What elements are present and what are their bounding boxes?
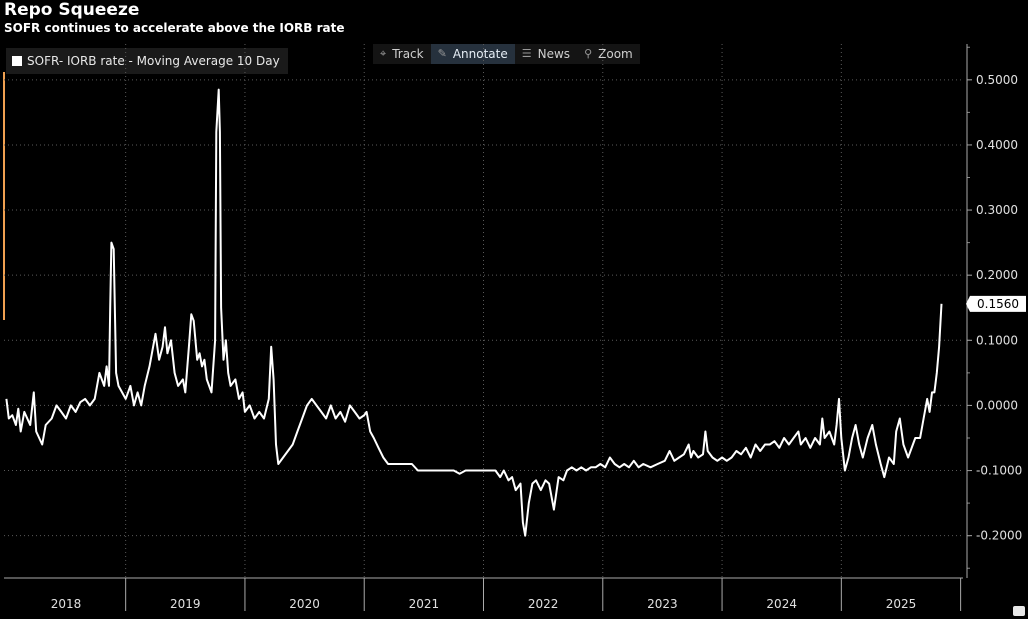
x-tick-label: 2024 [766, 597, 797, 611]
news-button[interactable]: ☰ News [515, 44, 577, 64]
y-tick-label: -0.1000 [976, 464, 1022, 478]
magnifier-icon: ⚲ [584, 47, 593, 60]
x-tick-label: 2018 [51, 597, 82, 611]
chart-title: Repo Squeeze [4, 0, 140, 20]
x-tick-label: 2019 [170, 597, 201, 611]
last-value-label: 0.1560 [977, 297, 1019, 311]
x-tick-label: 2023 [647, 597, 678, 611]
x-tick-label: 2025 [886, 597, 917, 611]
left-marker-bar [3, 72, 5, 320]
last-value-box [966, 295, 1026, 312]
chart-toolbar: ⌖ Track ✎ Annotate ☰ News ⚲ Zoom [373, 44, 640, 64]
x-tick-label: 2022 [528, 597, 559, 611]
y-tick-label: 0.0000 [976, 398, 1018, 412]
chart-subtitle: SOFR continues to accelerate above the I… [4, 21, 345, 35]
y-tick-label: -0.2000 [976, 529, 1022, 543]
zoom-button[interactable]: ⚲ Zoom [577, 44, 640, 64]
series-line [5, 88, 943, 537]
y-tick-label: 0.4000 [976, 138, 1018, 152]
y-tick-label: 0.2000 [976, 268, 1018, 282]
crosshair-icon: ⌖ [380, 47, 387, 60]
x-tick-label: 2020 [289, 597, 320, 611]
legend-label: SOFR- IORB rate - Moving Average 10 Day [27, 54, 280, 68]
news-icon: ☰ [521, 47, 532, 60]
pencil-icon: ✎ [437, 47, 447, 60]
brand-logo-fragment [1013, 606, 1025, 616]
track-button[interactable]: ⌖ Track [373, 44, 431, 64]
legend[interactable]: SOFR- IORB rate - Moving Average 10 Day [6, 48, 288, 74]
y-tick-label: 0.5000 [976, 73, 1018, 87]
y-tick-label: 0.1000 [976, 333, 1018, 347]
legend-swatch [12, 56, 22, 66]
y-tick-label: 0.3000 [976, 203, 1018, 217]
x-tick-label: 2021 [409, 597, 440, 611]
annotate-button[interactable]: ✎ Annotate [430, 44, 515, 64]
